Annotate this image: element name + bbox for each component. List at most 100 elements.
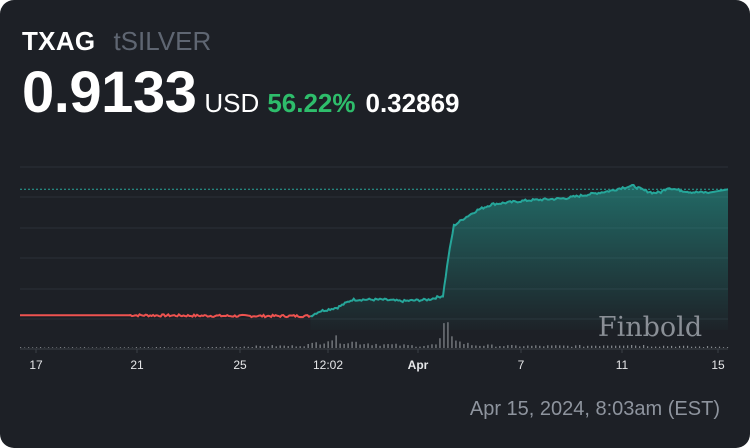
volume-bar	[111, 347, 114, 348]
volume-bar	[611, 345, 613, 348]
volume-bar	[31, 347, 34, 348]
volume-bar	[20, 347, 22, 348]
volume-bar	[431, 344, 433, 348]
volume-bar	[714, 346, 717, 348]
volume-bar	[191, 347, 193, 348]
volume-bar	[343, 343, 345, 348]
volume-bar	[623, 345, 625, 348]
volume-bar	[403, 344, 405, 348]
volume-bar	[359, 344, 361, 348]
x-tick-label: 25	[233, 358, 247, 372]
volume-bar	[571, 346, 573, 348]
volume-bar	[415, 346, 417, 348]
volume-bar	[287, 346, 289, 348]
volume-bar	[706, 346, 709, 348]
price-line-up	[310, 184, 729, 318]
price-line-down	[20, 312, 311, 319]
volume-bar	[671, 345, 673, 348]
volume-bar	[331, 340, 333, 348]
volume-bar	[295, 346, 297, 348]
volume-bar	[275, 346, 277, 348]
price-line	[20, 184, 729, 319]
price-chart: Finbold 17 21 25 12:02 Apr 7 11 15	[20, 166, 729, 372]
volume-bar	[694, 346, 697, 348]
volume-bar	[539, 345, 541, 348]
volume-bar	[187, 347, 189, 348]
volume-bar	[159, 347, 161, 348]
volume-bar	[627, 345, 629, 348]
volume-bar	[643, 344, 645, 348]
volume-bar	[591, 345, 593, 348]
volume-bar	[495, 346, 497, 348]
volume-bar	[407, 345, 409, 348]
volume-bar	[487, 344, 489, 348]
volume-bar	[251, 347, 253, 348]
volume-bar	[327, 341, 329, 348]
volume-bar	[271, 345, 273, 348]
volume-bar	[631, 344, 633, 348]
volume-bar	[319, 344, 321, 348]
volume-bar	[67, 347, 70, 348]
volume-bar	[447, 322, 449, 348]
volume-bar	[682, 345, 685, 348]
volume-bar	[491, 344, 493, 348]
ticker-row: TXAG tSILVER	[22, 26, 459, 57]
volume-bar	[207, 346, 209, 348]
current-price: 0.9133	[22, 60, 197, 125]
x-tick-label: 15	[711, 358, 725, 372]
volume-bar	[63, 347, 66, 348]
volume-bar	[39, 347, 42, 348]
volume-bar	[155, 347, 157, 348]
volume-bar	[267, 346, 269, 348]
volume-bar	[79, 347, 82, 348]
volume-bar	[710, 346, 713, 348]
volume-bar	[383, 344, 385, 348]
volume-bar	[423, 345, 425, 348]
volume-bar	[227, 347, 229, 348]
volume-bar	[243, 346, 245, 348]
volume-bar	[439, 338, 441, 348]
volume-bar	[299, 346, 301, 348]
volume-bar	[479, 345, 481, 348]
volume-bar	[239, 347, 241, 348]
volume-bar	[595, 345, 597, 348]
volume-bar	[619, 345, 621, 348]
volume-bar	[379, 345, 381, 348]
volume-bar	[690, 346, 693, 348]
volume-bar	[575, 345, 577, 348]
volume-bar	[451, 336, 453, 348]
x-tick-label: 21	[130, 358, 144, 372]
price-header: TXAG tSILVER 0.9133 USD 56.22% 0.32869	[22, 26, 459, 123]
volume-bar	[535, 345, 537, 348]
volume-bar	[223, 346, 225, 348]
volume-bar	[339, 343, 341, 348]
volume-bar	[323, 343, 325, 348]
finbold-watermark: Finbold	[598, 312, 702, 343]
volume-bar	[507, 345, 509, 348]
volume-bar	[47, 347, 50, 348]
volume-bar	[215, 346, 217, 348]
volume-bar	[651, 346, 653, 348]
change-percent: 56.22%	[267, 88, 356, 118]
volume-bar	[655, 346, 657, 348]
volume-bar	[335, 335, 337, 348]
x-tick-label: 12:02	[313, 358, 343, 372]
x-tick-label: 17	[29, 358, 43, 372]
volume-bar	[515, 345, 517, 348]
volume-bar	[663, 345, 665, 348]
change-absolute: 0.32869	[365, 88, 460, 118]
volume-bar	[235, 346, 237, 348]
volume-bar	[467, 342, 469, 348]
volume-bar	[459, 341, 461, 348]
volume-bar	[307, 344, 309, 348]
volume-bar	[499, 346, 501, 348]
volume-bar	[455, 340, 457, 348]
volume-bar	[143, 347, 146, 348]
timestamp: Apr 15, 2024, 8:03am (EST)	[469, 398, 720, 420]
volume-bar	[95, 347, 98, 348]
volume-bar	[471, 345, 473, 348]
volume-bar	[511, 344, 513, 348]
volume-bar	[123, 347, 126, 348]
volume-bar	[391, 344, 393, 348]
